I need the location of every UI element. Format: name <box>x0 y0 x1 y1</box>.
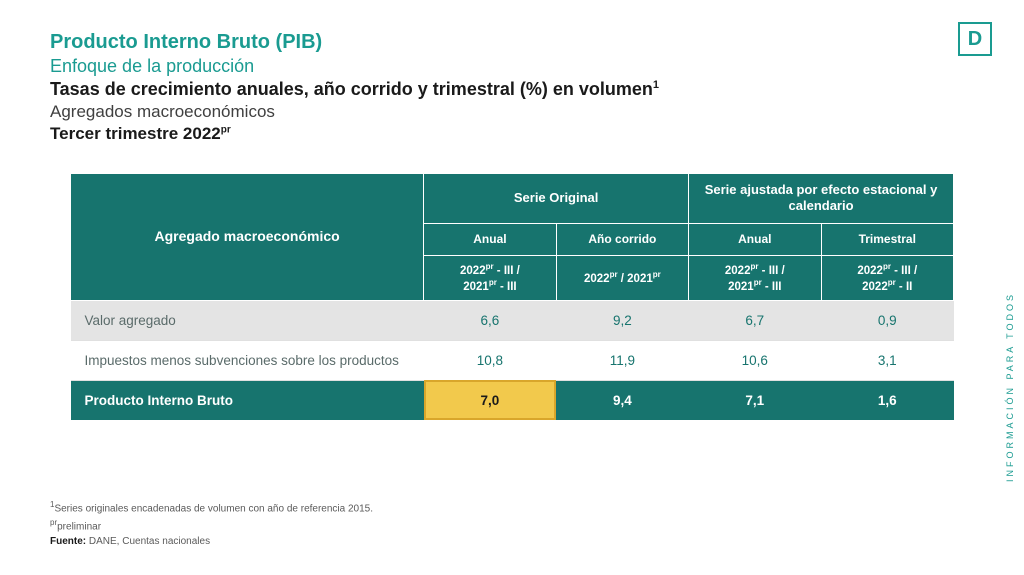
col-anocorrido: Año corrido <box>556 223 688 255</box>
cell: 9,2 <box>556 300 688 340</box>
cell: 10,8 <box>424 340 556 380</box>
cell: 0,9 <box>821 300 953 340</box>
row-label: Impuestos menos subvenciones sobre los p… <box>71 340 424 380</box>
cell: 6,7 <box>689 300 821 340</box>
period-c2: 2022pr / 2021pr <box>556 255 688 300</box>
cell: 10,6 <box>689 340 821 380</box>
slide: D INFORMACIÓN PARA TODOS Producto Intern… <box>0 0 1024 575</box>
brand-logo-letter: D <box>968 28 982 51</box>
cell: 1,6 <box>821 380 953 420</box>
title-aggregates: Agregados macroeconómicos <box>50 101 974 123</box>
footnotes: 1Series originales encadenadas de volume… <box>50 499 373 549</box>
brand-logo: D <box>958 22 992 56</box>
cell: 7,1 <box>689 380 821 420</box>
footnote-2: prpreliminar <box>50 517 373 534</box>
cell: 9,4 <box>556 380 688 420</box>
col-anual-1: Anual <box>424 223 556 255</box>
row-label: Valor agregado <box>71 300 424 340</box>
title-main: Producto Interno Bruto (PIB) <box>50 30 974 55</box>
footnote-source: Fuente: DANE, Cuentas nacionales <box>50 534 373 549</box>
title-subtitle: Enfoque de la producción <box>50 55 974 78</box>
row-label-total: Producto Interno Bruto <box>71 380 424 420</box>
title-period: Tercer trimestre 2022pr <box>50 123 974 145</box>
cell: 11,9 <box>556 340 688 380</box>
cell: 6,6 <box>424 300 556 340</box>
col-rowlabel: Agregado macroeconómico <box>71 174 424 301</box>
table-header: Agregado macroeconómico Serie Original S… <box>71 174 954 301</box>
col-group-adjusted: Serie ajustada por efecto estacional y c… <box>689 174 954 224</box>
title-block: Producto Interno Bruto (PIB) Enfoque de … <box>50 30 974 145</box>
table-body: Valor agregado 6,6 9,2 6,7 0,9 Impuestos… <box>71 300 954 420</box>
col-anual-2: Anual <box>689 223 821 255</box>
period-c1: 2022pr - III / 2021pr - III <box>424 255 556 300</box>
table-row: Impuestos menos subvenciones sobre los p… <box>71 340 954 380</box>
footnote-1: 1Series originales encadenadas de volume… <box>50 499 373 516</box>
col-trimestral: Trimestral <box>821 223 953 255</box>
table-row: Valor agregado 6,6 9,2 6,7 0,9 <box>71 300 954 340</box>
data-table: Agregado macroeconómico Serie Original S… <box>70 173 954 420</box>
cell: 3,1 <box>821 340 953 380</box>
period-c3: 2022pr - III / 2021pr - III <box>689 255 821 300</box>
col-group-original: Serie Original <box>424 174 689 224</box>
data-table-wrap: Agregado macroeconómico Serie Original S… <box>70 173 954 420</box>
table-row-total: Producto Interno Bruto 7,0 9,4 7,1 1,6 <box>71 380 954 420</box>
side-tagline: INFORMACIÓN PARA TODOS <box>1005 292 1015 482</box>
title-metric: Tasas de crecimiento anuales, año corrid… <box>50 78 974 101</box>
period-c4: 2022pr - III / 2022pr - II <box>821 255 953 300</box>
cell-highlight: 7,0 <box>424 380 556 420</box>
